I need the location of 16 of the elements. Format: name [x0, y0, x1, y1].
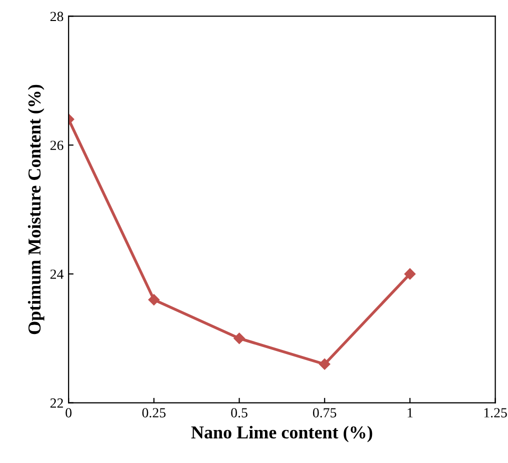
y-axis-title: Optimum Moisture Content (%): [28, 84, 44, 334]
x-tick-label: 0.25: [142, 408, 166, 418]
x-tick-label: 0.75: [312, 408, 336, 418]
point: [234, 332, 245, 344]
x-tick-label: 1: [408, 408, 413, 418]
point: [148, 294, 160, 306]
x-axis-title: Nano Lime content (%): [191, 426, 372, 442]
y-tick-label: 28: [50, 12, 64, 22]
y-tick-label: 22: [50, 398, 63, 408]
x-tick-label: 0.5: [231, 408, 248, 418]
point: [319, 358, 330, 370]
x-tick-label: 1.25: [484, 408, 507, 418]
point: [404, 268, 416, 280]
y-tick-label: 24: [50, 270, 64, 279]
y-tick-label: 26: [50, 140, 64, 150]
x-tick-label: 0: [66, 408, 72, 418]
